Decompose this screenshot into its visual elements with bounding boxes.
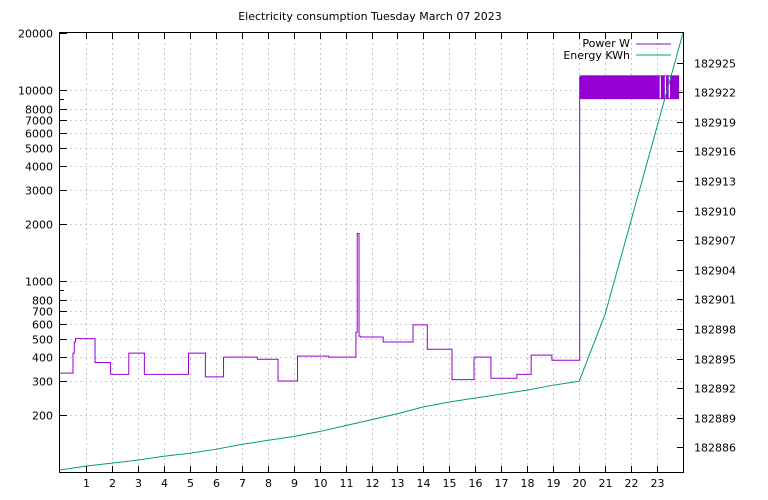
y2-tick-label: 182886 [694,442,736,455]
y2-tick-label: 182913 [694,176,736,189]
y2-tick-label: 182901 [694,294,736,307]
x-tick-label: 12 [366,477,380,490]
y2-tick-label: 182907 [694,235,736,248]
y-tick-label: 6000 [25,128,53,141]
x-tick-label: 19 [547,477,561,490]
y2-tick-label: 182895 [694,354,736,367]
x-tick-label: 3 [135,477,142,490]
y-tick-label: 200 [32,410,53,423]
y-tick-label: 5000 [25,143,53,156]
legend: Power W Energy KWh [563,37,671,62]
y2-tick-label: 182916 [694,146,736,159]
y-tick-label: 20000 [18,28,53,41]
y-tick-label: 4000 [25,161,53,174]
x-tick-label: 18 [521,477,535,490]
x-axis-ticks: 1 2 3 4 5 6 7 8 9 10 11 12 13 14 15 16 17 18 19 20 21 22 23 [83,33,665,490]
y2-tick-label: 182922 [694,87,736,100]
power-band-gap [668,76,670,99]
y-tick-label: 400 [32,352,53,365]
y2-tick-label: 182904 [694,265,736,278]
x-tick-label: 10 [314,477,328,490]
y-tick-label: 700 [32,306,53,319]
y2-axis-ticks: 182886 182889 182892 182895 182898 182901 1829… [677,58,736,455]
x-tick-label: 7 [239,477,246,490]
x-tick-label: 22 [625,477,639,490]
power-band-gap [659,76,661,99]
x-tick-label: 15 [443,477,457,490]
x-tick-label: 17 [495,477,509,490]
plot-frame [59,32,684,473]
grid [60,33,683,472]
x-tick-label: 14 [417,477,431,490]
x-tick-label: 9 [291,477,298,490]
x-tick-label: 23 [651,477,665,490]
x-tick-label: 16 [469,477,483,490]
y2-tick-label: 182889 [694,413,736,426]
y2-tick-label: 182892 [694,383,736,396]
y-tick-label: 8000 [25,104,53,117]
x-tick-label: 13 [391,477,405,490]
y2-tick-label: 182910 [694,206,736,219]
y2-tick-label: 182919 [694,117,736,130]
y-tick-label: 3000 [25,185,53,198]
legend-label-power: Power W [582,37,630,50]
y-tick-label: 300 [32,376,53,389]
y-tick-label: 2000 [25,219,53,232]
y-tick-label: 800 [32,295,53,308]
y-tick-label: 600 [32,319,53,332]
y-tick-label: 10000 [18,85,53,98]
legend-label-energy: Energy KWh [563,49,630,62]
x-tick-label: 1 [83,477,90,490]
x-tick-label: 11 [340,477,354,490]
x-tick-label: 21 [599,477,613,490]
x-tick-label: 5 [187,477,194,490]
y-tick-label: 500 [32,334,53,347]
x-tick-label: 20 [573,477,587,490]
y-tick-label: 1000 [25,276,53,289]
series-power-line [60,76,581,382]
y-tick-label: 7000 [25,115,53,128]
x-tick-label: 4 [161,477,168,490]
y2-tick-label: 182925 [694,58,736,71]
power-dense-band [579,75,680,100]
x-tick-label: 2 [109,477,116,490]
x-tick-label: 6 [213,477,220,490]
power-band-gap [664,76,667,99]
x-tick-label: 8 [265,477,272,490]
plot-area [59,32,684,471]
y2-tick-label: 182898 [694,324,736,337]
chart-title: Electricity consumption Tuesday March 07… [238,10,502,23]
series-energy-line [59,32,684,471]
